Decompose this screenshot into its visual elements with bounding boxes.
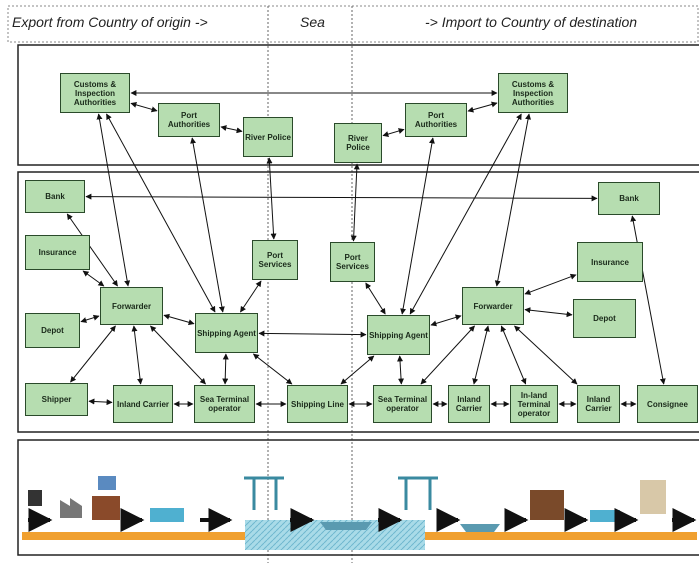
node: Depot xyxy=(25,313,80,348)
node: Customs & Inspection Authorities xyxy=(498,73,568,113)
connector xyxy=(474,326,488,384)
node: Shipping Agent xyxy=(367,315,430,355)
connector xyxy=(525,310,572,315)
connector xyxy=(81,316,99,322)
node: River Police xyxy=(334,123,382,163)
diagram: Export from Country of origin -> Sea -> … xyxy=(0,0,699,563)
node: Bank xyxy=(598,182,660,215)
node: Port Authorities xyxy=(405,103,467,137)
node: Shipper xyxy=(25,383,88,416)
node: Inland Carrier xyxy=(113,385,173,423)
node: Insurance xyxy=(25,235,90,270)
land xyxy=(425,532,697,540)
connector xyxy=(400,356,402,384)
connector xyxy=(225,354,226,384)
node: In-land Terminal operator xyxy=(510,385,558,423)
ship-icon xyxy=(320,522,372,530)
connector xyxy=(107,114,215,312)
crane-icon xyxy=(398,478,438,510)
connector xyxy=(192,138,223,312)
node: Sea Terminal operator xyxy=(194,385,255,423)
connector xyxy=(269,158,274,239)
warehouse-icon xyxy=(92,496,120,520)
connector xyxy=(131,103,157,110)
node: River Police xyxy=(243,117,293,157)
connector xyxy=(353,164,357,241)
connector xyxy=(253,354,291,384)
connector xyxy=(431,316,461,325)
truck-icon xyxy=(590,510,620,522)
connector xyxy=(525,275,576,294)
node: Port Authorities xyxy=(158,103,220,137)
node: Customs & Inspection Authorities xyxy=(60,73,130,113)
node: Inland Carrier xyxy=(577,385,620,423)
factory-icon xyxy=(60,498,82,518)
connector xyxy=(86,197,597,199)
header-label: Export from Country of origin -> xyxy=(12,14,208,30)
connector xyxy=(89,401,112,402)
truck-icon xyxy=(150,508,184,522)
connector xyxy=(99,114,128,286)
connector xyxy=(501,326,525,384)
connector xyxy=(134,326,141,384)
terminal-icon xyxy=(530,490,564,520)
connector xyxy=(468,103,497,111)
node: Bank xyxy=(25,180,85,213)
connector xyxy=(341,356,374,384)
icon xyxy=(28,490,42,506)
node: Insurance xyxy=(577,242,643,282)
connector xyxy=(383,129,404,135)
barge-icon xyxy=(460,524,500,532)
node: Forwarder xyxy=(462,287,524,325)
connector xyxy=(497,114,529,286)
crane-icon xyxy=(244,478,284,510)
header-label: Sea xyxy=(300,14,325,30)
connector xyxy=(515,326,577,384)
land xyxy=(22,532,245,540)
icon xyxy=(98,476,116,490)
connector xyxy=(410,114,521,314)
node: Sea Terminal operator xyxy=(373,385,432,423)
node: Port Services xyxy=(330,242,375,282)
connector xyxy=(240,281,261,312)
node: Depot xyxy=(573,299,636,338)
connector xyxy=(259,333,366,334)
connector xyxy=(83,271,104,286)
connector xyxy=(221,127,242,132)
transport-illustration xyxy=(22,476,697,550)
header-label: -> Import to Country of destination xyxy=(425,14,637,30)
node: Forwarder xyxy=(100,287,163,325)
node: Consignee xyxy=(637,385,698,423)
connector xyxy=(164,315,194,324)
node: Shipping Line xyxy=(287,385,348,423)
consignee-icon xyxy=(640,480,666,514)
node: Port Services xyxy=(252,240,298,280)
connector xyxy=(366,283,386,314)
node: Inland Carrier xyxy=(448,385,490,423)
node: Shipping Agent xyxy=(195,313,258,353)
